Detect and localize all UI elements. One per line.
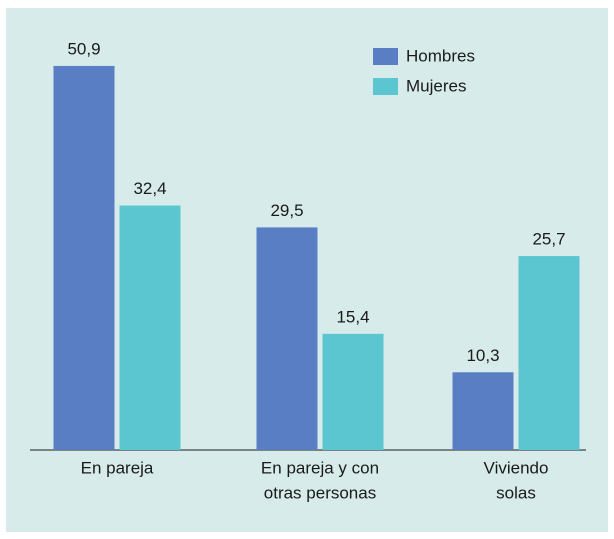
legend-swatch (373, 48, 398, 65)
bar (322, 333, 384, 450)
bar (518, 256, 580, 450)
legend-swatch (373, 78, 398, 95)
x-tick-label: otras personas (264, 483, 376, 502)
value-label: 15,4 (336, 307, 369, 326)
value-label: 10,3 (466, 346, 499, 365)
x-tick-label: Viviendo (484, 458, 549, 477)
bar (452, 372, 514, 450)
bar (119, 205, 181, 450)
bar (53, 65, 115, 450)
x-tick-label: En pareja (81, 458, 154, 477)
bar (256, 227, 318, 450)
value-label: 50,9 (67, 39, 100, 58)
x-tick-label: En pareja y con (261, 458, 379, 477)
value-label: 32,4 (133, 179, 166, 198)
legend-label: Hombres (406, 46, 475, 65)
value-label: 29,5 (270, 201, 303, 220)
value-label: 25,7 (532, 230, 565, 249)
x-tick-label: solas (496, 483, 536, 502)
legend-label: Mujeres (406, 76, 466, 95)
